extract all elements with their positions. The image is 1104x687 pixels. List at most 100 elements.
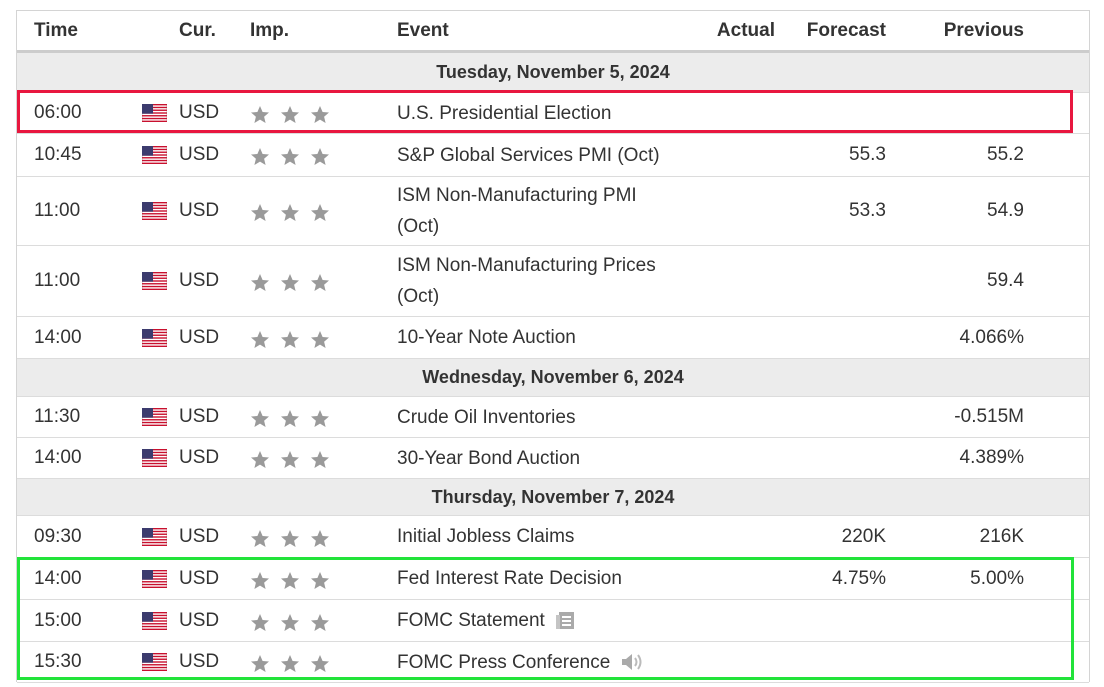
currency: USD <box>179 200 220 221</box>
column-header: Cur. <box>179 19 216 41</box>
flag-icon <box>142 246 167 316</box>
forecast: 220K <box>841 525 886 547</box>
currency: USD <box>179 609 220 631</box>
currency: USD <box>179 525 220 547</box>
event-name: 10-Year Note Auction <box>397 327 576 348</box>
currency: USD <box>179 270 220 291</box>
time: 14:00 <box>34 567 82 589</box>
date-row: Wednesday, November 6, 2024 <box>17 359 1089 397</box>
flag-icon <box>142 600 167 641</box>
previous: 55.2 <box>987 144 1024 165</box>
currency: USD <box>179 567 220 589</box>
header-row: Time Cur. Imp. Event Actual Forecast Previous <box>17 11 1089 53</box>
event-cell: 30-Year Bond Auction <box>397 438 682 478</box>
event-cell: S&P Global Services PMI (Oct) <box>397 134 682 176</box>
event-row: 15:30 USD FOMC Press Conference <box>17 642 1089 683</box>
importance-stars <box>250 560 332 601</box>
time: 06:00 <box>34 102 82 123</box>
event-cell: Crude Oil Inventories <box>397 397 682 437</box>
time: 11:00 <box>34 270 81 291</box>
currency: USD <box>179 406 220 427</box>
flag-icon <box>142 177 167 245</box>
column-header: Previous <box>943 19 1024 41</box>
event-cell: FOMC Statement <box>397 600 577 641</box>
previous: 4.389% <box>959 447 1024 468</box>
calendar-table: Time Cur. Imp. Event Actual Forecast Previous T… <box>16 10 1090 683</box>
event-row: 14:00 USD Fed Interest Rate Decision 4.75% 5… <box>17 558 1089 600</box>
currency: USD <box>179 326 220 348</box>
forecast: 4.75% <box>832 567 886 589</box>
previous: 54.9 <box>987 200 1024 221</box>
event-name: 30-Year Bond Auction <box>397 447 581 469</box>
event-cell: Initial Jobless Claims <box>397 516 682 557</box>
forecast: 53.3 <box>849 200 886 221</box>
previous: 4.066% <box>959 326 1024 348</box>
flag-icon <box>142 438 167 478</box>
event-row: 14:00 USD 10-Year Note Auction 4.066% <box>17 317 1089 359</box>
flag-icon <box>142 558 167 599</box>
event-cell: ISM Non-Manufacturing PMI (Oct) <box>397 177 682 245</box>
event-name: S&P Global Services PMI (Oct) <box>397 144 660 166</box>
flag-icon <box>142 134 167 176</box>
time: 11:00 <box>34 200 81 221</box>
event-name: Crude Oil Inventories <box>397 406 576 428</box>
event-row: 10:45 USD S&P Global Services PMI (Oct) 55.… <box>17 134 1089 177</box>
time: 14:00 <box>34 447 82 468</box>
time: 15:30 <box>34 651 82 672</box>
flag-icon <box>142 93 167 133</box>
flag-icon <box>142 397 167 437</box>
time: 09:30 <box>34 525 82 547</box>
forecast: 55.3 <box>849 144 886 165</box>
event-cell: Fed Interest Rate Decision <box>397 558 682 599</box>
event-row: 11:00 USD ISM Non-Manufacturing Prices (Oc… <box>17 246 1089 317</box>
currency: USD <box>179 447 220 468</box>
currency: USD <box>179 144 220 165</box>
column-header: Forecast <box>806 19 886 41</box>
event-row: 14:00 USD 30-Year Bond Auction 4.389% <box>17 438 1089 479</box>
column-header: Event <box>397 19 449 41</box>
column-header: Actual <box>716 19 775 41</box>
column-header: Time <box>34 19 79 41</box>
importance-stars <box>250 602 332 643</box>
importance-stars <box>250 95 332 135</box>
time: 10:45 <box>34 144 82 165</box>
event-name: FOMC Press Conference <box>397 651 611 673</box>
time: 11:30 <box>34 406 81 427</box>
time: 14:00 <box>34 326 82 348</box>
importance-stars <box>250 319 332 360</box>
event-name: ISM Non-Manufacturing Prices (Oct) <box>397 255 656 307</box>
event-name: U.S. Presidential Election <box>397 102 612 124</box>
time: 15:00 <box>34 609 82 631</box>
importance-stars <box>250 644 332 684</box>
event-cell: ISM Non-Manufacturing Prices (Oct) <box>397 246 682 316</box>
previous: 216K <box>979 525 1024 547</box>
currency: USD <box>179 651 220 672</box>
event-cell: FOMC Press Conference <box>397 642 644 682</box>
event-name: ISM Non-Manufacturing PMI (Oct) <box>397 185 637 237</box>
importance-stars <box>250 440 332 480</box>
importance-stars <box>250 399 332 439</box>
green-highlight <box>17 557 1074 680</box>
previous: 5.00% <box>970 567 1024 589</box>
currency: USD <box>179 102 220 123</box>
event-row: 11:30 USD Crude Oil Inventories -0.515M <box>17 397 1089 438</box>
event-cell: U.S. Presidential Election <box>397 93 682 133</box>
column-header: Imp. <box>250 19 290 41</box>
event-row: 09:30 USD Initial Jobless Claims 220K 216K <box>17 516 1089 558</box>
flag-icon <box>142 642 167 682</box>
importance-stars <box>250 518 332 559</box>
event-row: 11:00 USD ISM Non-Manufacturing PMI (Oct) 5… <box>17 177 1089 246</box>
event-row: 15:00 USD FOMC Statement <box>17 600 1089 642</box>
importance-stars <box>250 248 332 318</box>
event-cell: 10-Year Note Auction <box>397 317 682 358</box>
flag-icon <box>142 516 167 557</box>
flag-icon <box>142 317 167 358</box>
importance-stars <box>250 136 332 178</box>
previous: 59.4 <box>987 270 1024 291</box>
red-highlight <box>17 90 1073 133</box>
importance-stars <box>250 179 332 247</box>
event-name: Initial Jobless Claims <box>397 526 575 547</box>
event-row: 06:00 USD U.S. Presidential Election <box>17 93 1089 134</box>
date-row: Thursday, November 7, 2024 <box>17 479 1089 516</box>
